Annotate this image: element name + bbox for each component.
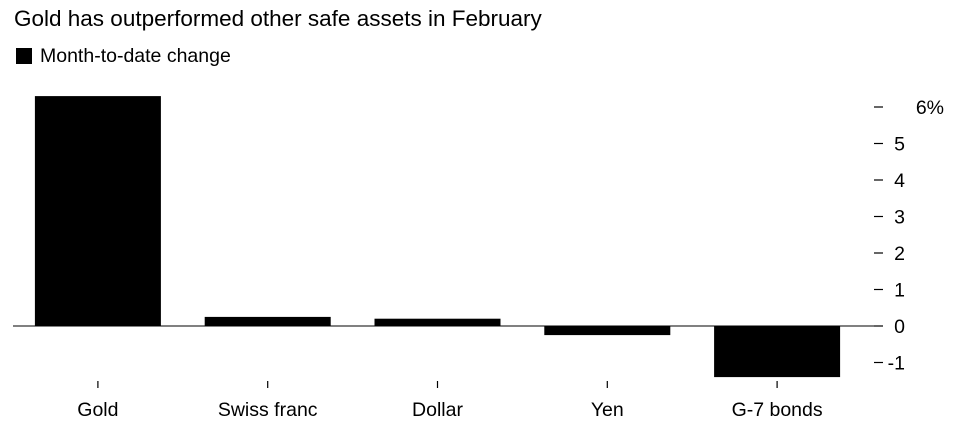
y-tick-label: 5 bbox=[894, 134, 905, 156]
x-axis: Gold Swiss franc Dollar Yen G-7 bonds bbox=[77, 381, 823, 421]
x-tick-label: G-7 bonds bbox=[732, 399, 823, 421]
legend: Month-to-date change bbox=[16, 44, 231, 68]
bar-dollar bbox=[374, 318, 501, 326]
bar-yen bbox=[544, 326, 671, 336]
y-tick-label: 4 bbox=[894, 170, 905, 192]
x-tick-label: Yen bbox=[591, 399, 624, 421]
legend-swatch bbox=[16, 48, 32, 64]
legend-label: Month-to-date change bbox=[40, 45, 231, 67]
y-tick-label: 6% bbox=[916, 97, 944, 119]
x-tick-label: Dollar bbox=[412, 399, 463, 421]
bars-layer bbox=[34, 96, 841, 378]
bar-gold bbox=[34, 96, 161, 326]
chart-title: Gold has outperformed other safe assets … bbox=[14, 6, 542, 31]
x-tick-label: Gold bbox=[77, 399, 118, 421]
y-tick-label: 1 bbox=[894, 280, 905, 302]
y-tick-label: 2 bbox=[894, 243, 905, 265]
y-axis: -1 0 1 2 3 4 5 6% bbox=[874, 97, 944, 375]
y-tick-label: 0 bbox=[894, 316, 905, 338]
bar-swiss-franc bbox=[204, 316, 331, 326]
x-tick-label: Swiss franc bbox=[218, 399, 318, 421]
y-tick-label: -1 bbox=[888, 353, 905, 375]
bar-g-7-bonds bbox=[714, 326, 841, 378]
y-tick-label: 3 bbox=[894, 207, 905, 229]
